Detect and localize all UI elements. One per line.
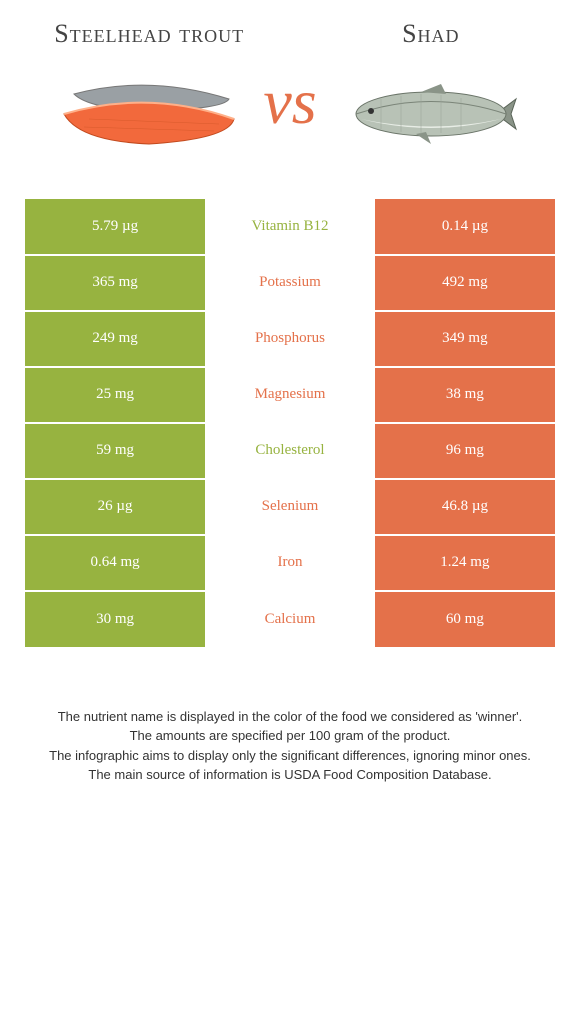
table-row: 25 mgMagnesium38 mg: [25, 367, 555, 423]
footer-line-1: The nutrient name is displayed in the co…: [25, 707, 555, 727]
table-row: 249 mgPhosphorus349 mg: [25, 311, 555, 367]
table-row: 365 mgPotassium492 mg: [25, 255, 555, 311]
nutrient-right-value: 0.14 µg: [375, 199, 555, 255]
nutrient-label: Iron: [205, 535, 375, 591]
nutrient-right-value: 38 mg: [375, 367, 555, 423]
nutrient-label: Potassium: [205, 255, 375, 311]
food-left-column: Steelhead trout: [25, 20, 273, 159]
nutrient-right-value: 60 mg: [375, 591, 555, 647]
nutrient-left-value: 30 mg: [25, 591, 205, 647]
food-right-column: Shad: [307, 20, 555, 159]
nutrient-left-value: 25 mg: [25, 367, 205, 423]
nutrient-label: Cholesterol: [205, 423, 375, 479]
nutrient-left-value: 249 mg: [25, 311, 205, 367]
nutrient-left-value: 0.64 mg: [25, 535, 205, 591]
table-row: 26 µgSelenium46.8 µg: [25, 479, 555, 535]
nutrient-right-value: 492 mg: [375, 255, 555, 311]
table-row: 59 mgCholesterol96 mg: [25, 423, 555, 479]
table-row: 5.79 µgVitamin B120.14 µg: [25, 199, 555, 255]
infographic-container: Steelhead trout vs Shad: [0, 0, 580, 1033]
nutrient-label: Selenium: [205, 479, 375, 535]
food-right-title: Shad: [402, 20, 459, 49]
nutrient-label: Phosphorus: [205, 311, 375, 367]
footer-line-3: The infographic aims to display only the…: [25, 746, 555, 766]
footer-line-2: The amounts are specified per 100 gram o…: [25, 726, 555, 746]
footer-line-4: The main source of information is USDA F…: [25, 765, 555, 785]
nutrient-tbody: 5.79 µgVitamin B120.14 µg365 mgPotassium…: [25, 199, 555, 647]
nutrient-right-value: 1.24 mg: [375, 535, 555, 591]
footer-notes: The nutrient name is displayed in the co…: [25, 707, 555, 785]
food-left-image: [59, 69, 239, 159]
nutrient-right-value: 46.8 µg: [375, 479, 555, 535]
table-row: 30 mgCalcium60 mg: [25, 591, 555, 647]
header: Steelhead trout vs Shad: [25, 20, 555, 159]
nutrient-left-value: 59 mg: [25, 423, 205, 479]
nutrient-label: Magnesium: [205, 367, 375, 423]
shad-icon: [341, 69, 521, 159]
nutrient-label: Calcium: [205, 591, 375, 647]
nutrient-left-value: 365 mg: [25, 255, 205, 311]
nutrient-left-value: 26 µg: [25, 479, 205, 535]
nutrient-left-value: 5.79 µg: [25, 199, 205, 255]
food-left-title: Steelhead trout: [54, 20, 244, 49]
nutrient-right-value: 349 mg: [375, 311, 555, 367]
nutrient-table: 5.79 µgVitamin B120.14 µg365 mgPotassium…: [25, 199, 555, 647]
nutrient-right-value: 96 mg: [375, 423, 555, 479]
food-right-image: [341, 69, 521, 159]
nutrient-label: Vitamin B12: [205, 199, 375, 255]
table-row: 0.64 mgIron1.24 mg: [25, 535, 555, 591]
trout-icon: [59, 69, 239, 159]
